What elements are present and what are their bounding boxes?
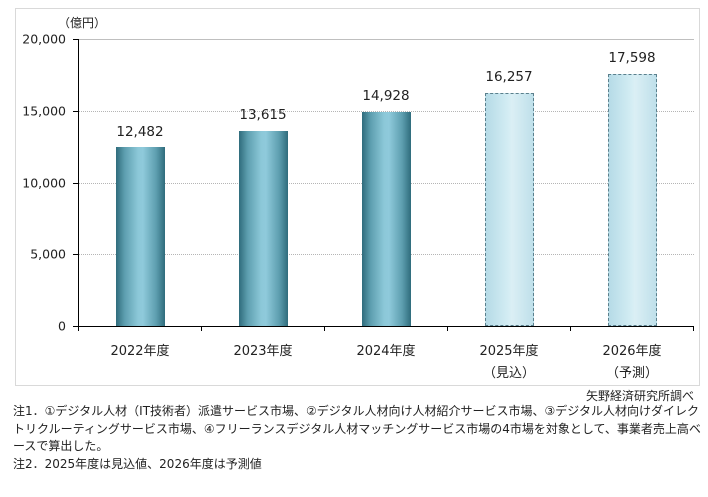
value-label-2024: 14,928 — [362, 88, 410, 104]
category-line2: （見込） — [482, 366, 535, 381]
footnotes: 注1．①デジタル人材（IT技術者）派遣サービス市場、②デジタル人材向け人材紹介サ… — [13, 403, 703, 473]
y-tick — [73, 326, 78, 327]
bar-2023 — [239, 130, 288, 326]
x-category-2024: 2024年度 — [326, 341, 446, 363]
y-tick-label: 5,000 — [30, 246, 66, 262]
plot-top-border — [78, 39, 694, 40]
y-tick — [73, 110, 78, 112]
note-1: 注1．①デジタル人材（IT技術者）派遣サービス市場、②デジタル人材向け人材紹介サ… — [13, 404, 701, 453]
y-tick-label: 15,000 — [22, 103, 66, 119]
x-axis — [78, 326, 694, 327]
category-line1: 2023年度 — [233, 344, 293, 359]
y-tick — [73, 254, 78, 256]
x-category-2023: 2023年度 — [203, 341, 323, 363]
category-line1: 2026年度 — [602, 344, 662, 359]
category-line1: 2025年度 — [479, 344, 539, 359]
bar-2025-estimate — [485, 92, 534, 326]
note-2: 注2．2025年度は見込値、2026年度は予測値 — [13, 456, 262, 471]
y-tick — [73, 182, 78, 184]
y-tick-label: 10,000 — [22, 175, 66, 190]
x-tick — [693, 326, 694, 331]
x-tick — [570, 326, 571, 331]
x-category-2026: 2026年度 （予測） — [572, 341, 692, 385]
x-category-2025: 2025年度 （見込） — [449, 341, 569, 385]
y-axis — [78, 39, 79, 326]
value-label-2023: 13,615 — [239, 107, 287, 123]
category-line2: （予測） — [605, 366, 658, 381]
category-line1: 2024年度 — [356, 344, 416, 359]
plot-area: 20,000 15,000 10,000 5,000 0 12,482 13,6… — [22, 32, 694, 381]
bar-2026-forecast — [608, 73, 657, 326]
y-tick-label: 20,000 — [22, 31, 66, 47]
category-line1: 2022年度 — [110, 344, 170, 359]
chart-frame — [15, 8, 700, 386]
x-tick — [201, 326, 202, 331]
value-label-2026: 17,598 — [608, 50, 656, 66]
x-tick — [78, 326, 79, 331]
y-tick-label: 0 — [58, 318, 66, 334]
bar-2024 — [362, 111, 411, 326]
gridline-15000 — [78, 110, 694, 112]
bar-2022 — [116, 146, 165, 326]
x-tick — [324, 326, 325, 331]
source-credit: 矢野経済研究所調べ — [585, 389, 694, 403]
y-tick — [73, 39, 78, 40]
x-tick — [447, 326, 448, 331]
value-label-2025: 16,257 — [485, 69, 533, 85]
value-label-2022: 12,482 — [116, 124, 164, 140]
x-category-2022: 2022年度 — [80, 341, 200, 363]
y-axis-unit-label: （億円） — [58, 16, 107, 30]
